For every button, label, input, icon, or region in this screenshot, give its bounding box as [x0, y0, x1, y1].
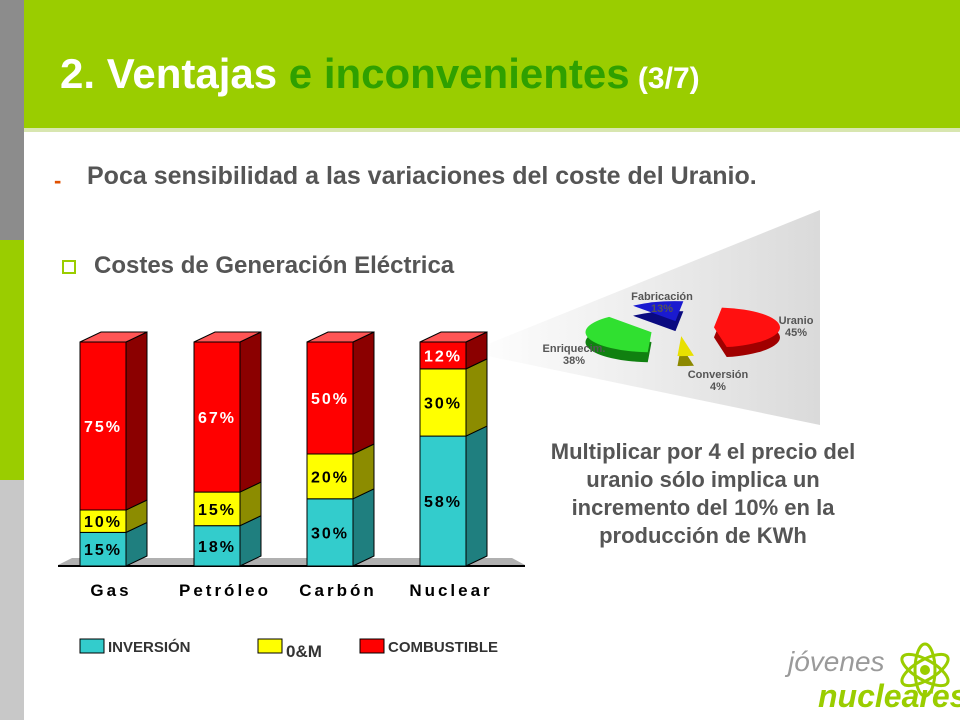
left-strip-light	[0, 480, 24, 720]
slide-title: 2. Ventajas e inconvenientes (3/7)	[60, 50, 700, 98]
bar-segment-Carbón-0	[306, 498, 354, 567]
left-decoration-strip	[0, 0, 24, 720]
data-label-Carbón-2: 50%	[311, 391, 349, 408]
category-label-Carbón: Carbón	[299, 581, 377, 600]
category-label-Nuclear: Nuclear	[409, 581, 492, 600]
bar-side-Nuclear-0	[465, 425, 488, 567]
bullet-dash: -	[54, 168, 62, 193]
data-label-Gas-0: 15%	[84, 542, 122, 559]
pie-label-Enriquecim.: Enriquecim.	[543, 343, 606, 355]
pie-label-Uranio: Uranio	[779, 315, 814, 327]
legend-label-0: INVERSIÓN	[108, 638, 191, 656]
bar-segment-Petróleo-1	[193, 491, 241, 527]
data-label-Petróleo-2: 67%	[198, 410, 236, 427]
atom-logo-icon	[900, 642, 950, 698]
bar-segment-Carbón-2	[306, 341, 354, 455]
bar-segment-Gas-2	[79, 341, 127, 511]
legend-swatch-1	[257, 638, 283, 654]
category-label-Petróleo: Petróleo	[179, 581, 271, 600]
data-label-Petróleo-0: 18%	[198, 539, 236, 556]
bar-segment-Nuclear-1	[419, 368, 467, 437]
title-page: (3/7)	[629, 62, 700, 95]
pie-value-Uranio: 45%	[785, 327, 807, 339]
chart-floor	[58, 558, 525, 565]
pie-slice-Enriquecim.	[585, 316, 652, 353]
left-strip-gray	[0, 0, 24, 240]
header-shadow	[24, 128, 960, 132]
data-label-Petróleo-1: 15%	[198, 502, 236, 519]
bar-top-Petróleo	[193, 331, 262, 343]
bar-segment-Gas-0	[79, 531, 127, 567]
data-label-Carbón-0: 30%	[311, 525, 349, 542]
data-label-Carbón-1: 20%	[311, 469, 349, 486]
pie-slice-Fabricación	[633, 301, 684, 322]
bar-side-Gas-2	[125, 331, 148, 511]
pie-value-Enriquecim.: 38%	[563, 355, 585, 367]
bar-top-Gas	[79, 331, 148, 343]
pie-value-Conversión: 4%	[710, 381, 726, 393]
data-label-Nuclear-2: 12%	[424, 348, 462, 365]
square-bullet-icon	[62, 260, 76, 274]
bar-top-Carbón	[306, 331, 375, 343]
pie-label-Conversión: Conversión	[688, 369, 749, 381]
bar-segment-Nuclear-0	[419, 435, 467, 567]
bar-side-Petróleo-2	[239, 331, 262, 493]
bar-side-Nuclear-1	[465, 358, 488, 437]
chart-title: Costes de Generación Eléctrica	[94, 252, 455, 279]
pie-slice-Uranio	[713, 307, 780, 348]
callout-note: Multiplicar por 4 el precio del uranio s…	[550, 439, 856, 548]
category-label-Gas: Gas	[90, 581, 131, 600]
legend-swatch-0	[79, 638, 105, 654]
jovenes-nucleares-logo: jóvenes nucleares	[778, 640, 960, 720]
pie-value-Fabricación: 13%	[651, 303, 673, 315]
title-number: 2. Ventajas	[60, 50, 278, 97]
data-label-Gas-2: 75%	[84, 419, 122, 436]
data-label-Nuclear-1: 30%	[424, 395, 462, 412]
legend-swatch-2	[359, 638, 385, 654]
bar-segment-Nuclear-2	[419, 341, 467, 370]
pie-label-Fabricación: Fabricación	[631, 291, 693, 303]
legend-label-1: 0&M	[286, 642, 322, 661]
logo-text-bottom: nucleares	[818, 678, 960, 714]
data-label-Nuclear-0: 58%	[424, 494, 462, 511]
legend-label-2: COMBUSTIBLE	[388, 639, 498, 656]
bar-top-Nuclear	[419, 331, 488, 343]
logo-text-top: jóvenes	[788, 646, 885, 677]
data-label-Gas-1: 10%	[84, 514, 122, 531]
title-accent: e inconvenientes	[277, 50, 630, 97]
bar-side-Carbón-0	[352, 488, 375, 567]
bar-side-Carbón-2	[352, 331, 375, 455]
bar-segment-Petróleo-0	[193, 525, 241, 567]
bullet-text: Poca sensibilidad a las variaciones del …	[87, 162, 757, 190]
slide-header	[24, 0, 960, 128]
pie-slice-Conversión	[677, 336, 694, 357]
left-strip-green	[0, 240, 24, 480]
